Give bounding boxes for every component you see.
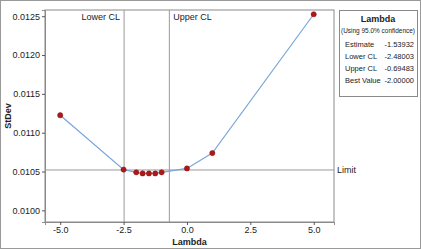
- data-point: [134, 170, 139, 175]
- x-tick-label: 5.0: [308, 225, 321, 235]
- y-tick: 0.0120: [12, 50, 45, 60]
- chart: -5.0 -2.5 0.0 2.5 5.0 0.0100 0.0105 0.0110 0.011…: [0, 0, 421, 249]
- x-tick-label: -2.5: [116, 225, 132, 235]
- info-box-row-label: Upper CL: [345, 64, 377, 73]
- x-axis-title: Lambda: [172, 237, 208, 247]
- info-box-row-value: -0.69483: [384, 64, 414, 73]
- y-axis-line: [42, 11, 46, 223]
- data-point: [159, 170, 164, 175]
- x-tick: 2.5: [245, 222, 258, 235]
- y-tick-mark: [42, 55, 45, 56]
- y-tick-label: 0.0125: [12, 12, 40, 22]
- y-tick-label: 0.0110: [13, 128, 40, 138]
- data-point: [311, 12, 316, 17]
- x-tick: -2.5: [116, 222, 132, 235]
- info-box-row-value: -2.00000: [384, 76, 414, 85]
- outer-frame: [1, 1, 421, 249]
- limit-label: Limit: [337, 165, 357, 175]
- data-point: [210, 150, 215, 155]
- data-point: [184, 166, 189, 171]
- y-tick-mark: [42, 133, 45, 134]
- info-box-frame: [340, 11, 418, 97]
- data-point: [140, 171, 145, 176]
- info-box-row-value: -1.53932: [384, 40, 414, 49]
- info-box-title: Lambda: [361, 14, 397, 24]
- info-box-row-label: Best Value: [345, 76, 381, 85]
- y-tick-label: 0.0115: [13, 89, 40, 99]
- plot-frame: [45, 10, 334, 222]
- y-tick: 0.0105: [12, 167, 45, 177]
- y-tick: 0.0115: [13, 89, 45, 99]
- data-point: [146, 171, 151, 176]
- x-tick-label: 2.5: [245, 225, 258, 235]
- info-box-row-label: Lower CL: [345, 52, 377, 61]
- y-tick-mark: [42, 94, 45, 95]
- y-tick: 0.0110: [13, 128, 45, 138]
- info-box-row-value: -2.48003: [384, 52, 414, 61]
- data-point: [58, 113, 63, 118]
- y-tick-label: 0.0100: [12, 206, 40, 216]
- confidence-limit-line: [124, 10, 125, 222]
- info-box-row-label: Estimate: [345, 40, 374, 49]
- y-axis: 0.0100 0.0105 0.0110 0.0115 0.0120 0.0125: [12, 11, 45, 223]
- x-axis: -5.0 -2.5 0.0 2.5 5.0: [46, 222, 335, 235]
- y-tick: 0.0125: [12, 12, 45, 22]
- x-tick: -5.0: [53, 222, 69, 235]
- confidence-limit-label: Upper CL: [173, 12, 212, 22]
- x-tick: 5.0: [308, 222, 321, 235]
- data-line: [60, 14, 314, 173]
- plot-area: [45, 10, 334, 222]
- y-tick-mark: [42, 172, 45, 173]
- y-axis-title: StDev: [3, 103, 13, 129]
- x-tick: 0.0: [181, 222, 194, 235]
- data-point: [153, 171, 158, 176]
- x-tick-label: 0.0: [181, 225, 194, 235]
- y-tick-mark: [42, 16, 45, 17]
- y-tick-label: 0.0105: [12, 167, 40, 177]
- y-tick-mark: [42, 210, 45, 211]
- x-tick-label: -5.0: [53, 225, 69, 235]
- y-tick-label: 0.0120: [12, 50, 40, 60]
- info-box-subtitle: (Using 95.0% confidence): [341, 27, 415, 35]
- confidence-limit-label: Lower CL: [82, 12, 121, 22]
- confidence-limit-line: [169, 10, 170, 222]
- info-box: Lambda (Using 95.0% confidence) Estimate -1…: [340, 11, 418, 97]
- y-tick: 0.0100: [12, 206, 45, 216]
- data-point: [121, 167, 126, 172]
